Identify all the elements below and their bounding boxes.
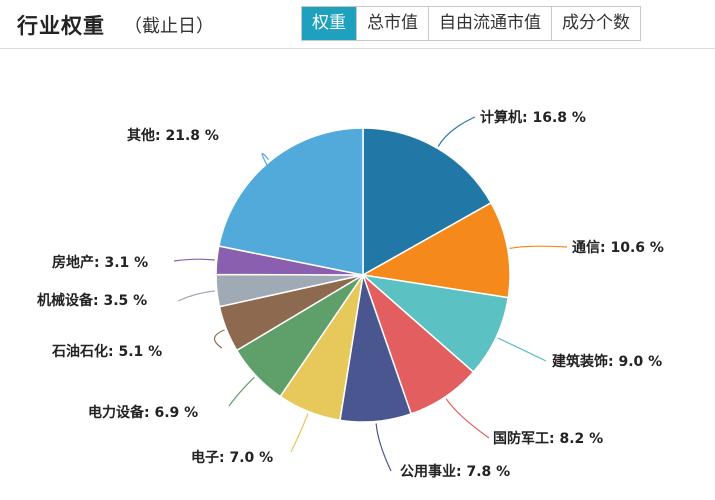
leader-line-7 <box>228 376 255 407</box>
header-bar: 行业权重 （截止日） 权重 总市值 自由流通市值 成分个数 <box>0 0 715 49</box>
slice-label-1: 计算机: 16.8 % <box>480 109 586 126</box>
leader-line-8 <box>213 329 225 349</box>
pie-slice-11[interactable] <box>217 127 364 276</box>
tab-free-float-market-cap[interactable]: 自由流通市值 <box>428 7 551 40</box>
slice-label-5: 公用事业: 7.8 % <box>400 463 510 480</box>
slice-label-10: 房地产: 3.1 % <box>52 254 148 271</box>
slice-label-7: 电力设备: 6.9 % <box>88 404 198 421</box>
pie-slice-2[interactable] <box>360 201 511 299</box>
leader-line-4 <box>445 398 490 439</box>
slice-label-3: 建筑装饰: 9.0 % <box>552 353 662 370</box>
leader-line-11 <box>261 152 270 168</box>
page-title: 行业权重 <box>17 14 105 38</box>
metric-tab-group: 权重 总市值 自由流通市值 成分个数 <box>301 6 641 41</box>
slice-label-2: 通信: 10.6 % <box>572 239 664 256</box>
leader-line-9 <box>177 290 215 302</box>
leader-line-5 <box>375 423 392 472</box>
page-subtitle: （截止日） <box>124 16 214 37</box>
slice-label-9: 机械设备: 3.5 % <box>37 292 147 309</box>
pie-slice-1[interactable] <box>362 127 493 277</box>
leader-line-6 <box>290 413 309 453</box>
leader-line-2 <box>509 245 568 249</box>
tab-constituent-count[interactable]: 成分个数 <box>551 7 640 40</box>
leader-line-10 <box>173 258 215 262</box>
pie-chart: 计算机: 16.8 % 通信: 10.6 % 建筑装饰: 9.0 % 国防军工: 8.… <box>37 109 664 480</box>
chart-area: 计算机: 16.8 % 通信: 10.6 % 建筑装饰: 9.0 % 国防军工: 8.… <box>0 49 715 500</box>
slice-label-4: 国防军工: 8.2 % <box>493 430 603 447</box>
slice-label-8: 石油石化: 5.1 % <box>51 343 162 360</box>
leader-line-1 <box>437 116 476 147</box>
pie-slice-3[interactable] <box>360 273 510 374</box>
tab-weight[interactable]: 权重 <box>302 7 356 40</box>
slice-label-11: 其他: 21.8 % <box>127 127 219 144</box>
slice-label-6: 电子: 7.0 % <box>191 449 273 466</box>
tab-total-market-cap[interactable]: 总市值 <box>356 7 428 40</box>
leader-line-3 <box>497 337 547 362</box>
